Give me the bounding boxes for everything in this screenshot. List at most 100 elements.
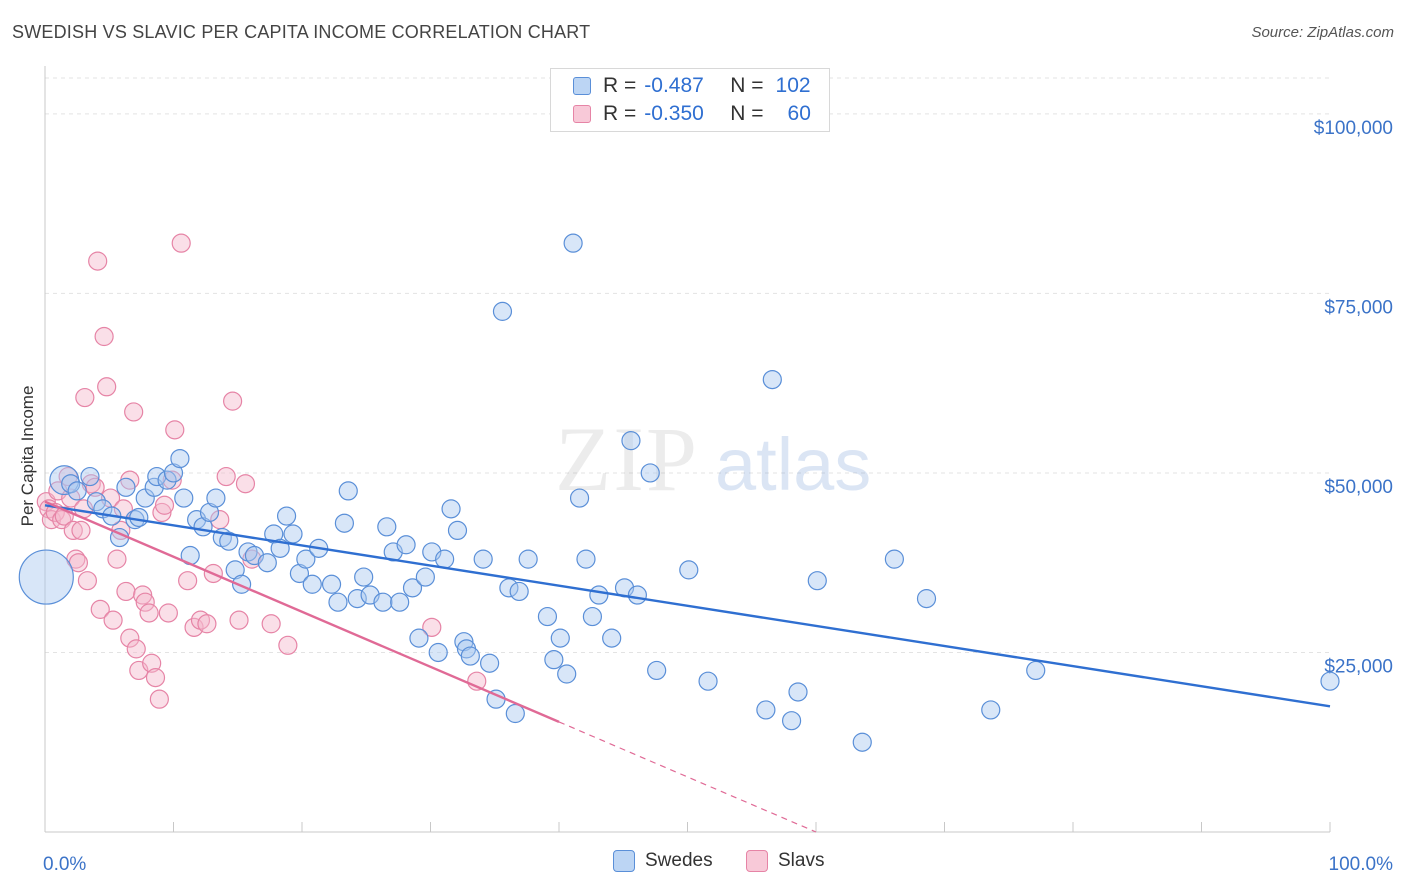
slavs-point xyxy=(197,614,217,634)
x-axis-tick-labels: 0.0% 100.0% xyxy=(43,854,1393,875)
chart-source: Source: ZipAtlas.com xyxy=(1251,24,1394,41)
legend-r-value: -0.350 xyxy=(644,102,704,125)
slavs-point xyxy=(154,495,175,515)
swedes-point xyxy=(884,549,904,569)
slavs-point xyxy=(135,592,155,612)
correlation-legend: R = -0.487 N = 102 R = -0.350 N = 60 xyxy=(550,68,830,132)
swedes-point xyxy=(61,474,81,494)
slavs-point xyxy=(90,599,110,619)
swedes-point xyxy=(347,589,367,609)
swedes-point xyxy=(302,574,322,594)
swedes-point xyxy=(441,499,461,519)
chart-title: SWEDISH VS SLAVIC PER CAPITA INCOME CORR… xyxy=(12,22,591,42)
legend-n-value: 102 xyxy=(775,74,811,97)
swedes-point xyxy=(454,632,474,652)
swedes-point xyxy=(129,507,149,528)
swedes-point xyxy=(415,567,435,587)
watermark-zip: ZIP xyxy=(555,408,699,510)
swedes-point xyxy=(569,488,590,508)
swedes-point xyxy=(86,492,107,512)
slavs-legend-label: Slavs xyxy=(778,850,825,871)
swedes-point xyxy=(505,703,525,724)
watermark: ZIP atlas xyxy=(555,408,871,510)
slavs-legend-swatch xyxy=(746,850,768,872)
trend-lines xyxy=(44,500,1331,833)
legend-n-value: 60 xyxy=(787,102,811,125)
slavs-trend-line xyxy=(44,500,560,723)
swedes-point xyxy=(762,370,782,390)
swedes-point xyxy=(338,481,358,501)
slavs-point xyxy=(149,689,169,709)
x-tick-label-min: 0.0% xyxy=(43,854,86,875)
y-axis-label: Per Capita Income xyxy=(18,386,37,527)
swedes-point xyxy=(377,517,397,537)
slavs-point xyxy=(184,617,204,637)
legend-r-label: R = xyxy=(603,74,637,97)
swedes-point xyxy=(170,448,190,469)
swedes-point xyxy=(576,549,596,569)
swedes-point xyxy=(296,549,316,569)
swedes-point xyxy=(199,502,220,523)
slavs-point xyxy=(223,391,243,411)
swedes-point xyxy=(640,463,660,483)
slavs-point xyxy=(126,639,146,659)
slavs-point xyxy=(145,668,166,688)
legend-r-label: R = xyxy=(603,102,637,125)
swedes-point xyxy=(1026,660,1046,681)
swedes-point xyxy=(544,650,564,670)
slavs-swatch xyxy=(573,105,591,123)
swedes-point xyxy=(916,589,937,609)
swedes-point xyxy=(163,463,184,483)
x-tick-label-max: 100.0% xyxy=(1329,854,1394,875)
swedes-point xyxy=(781,711,802,731)
swedes-point xyxy=(589,585,609,605)
y-axis-tick-labels: $25,000 $50,000 $75,000 $100,000 xyxy=(1314,118,1393,678)
slavs-point xyxy=(116,581,136,602)
slavs-point xyxy=(77,571,98,591)
swedes-trend-line xyxy=(44,504,1331,708)
y-tick-label: $50,000 xyxy=(1324,477,1393,498)
slavs-point xyxy=(171,233,191,253)
swedes-point xyxy=(354,567,374,587)
swedes-point xyxy=(428,642,448,663)
slavs-point xyxy=(61,488,81,508)
y-tick-label: $25,000 xyxy=(1324,656,1393,677)
swedes-point xyxy=(756,700,776,720)
swedes-point xyxy=(219,531,239,551)
swedes-swatch xyxy=(573,77,591,95)
swedes-point xyxy=(550,628,570,648)
swedes-point xyxy=(698,671,718,691)
swedes-point xyxy=(807,571,827,591)
swedes-point xyxy=(257,553,277,573)
slavs-point xyxy=(107,549,127,569)
bottom-legend-swedes: Swedes xyxy=(613,850,713,872)
swedes-point xyxy=(435,549,455,569)
swedes-point xyxy=(492,301,513,321)
swedes-point xyxy=(396,535,416,555)
swedes-points xyxy=(18,233,1340,752)
swedes-point xyxy=(518,549,538,569)
swedes-point xyxy=(276,506,297,526)
slavs-point xyxy=(229,610,249,630)
swedes-point xyxy=(225,560,245,580)
slavs-point xyxy=(158,603,178,623)
watermark-atlas: atlas xyxy=(715,423,871,506)
slavs-point xyxy=(178,571,198,591)
swedes-point xyxy=(373,592,393,612)
slavs-point xyxy=(63,520,83,541)
swedes-point xyxy=(206,488,226,508)
slavs-point xyxy=(216,466,236,487)
slavs-point xyxy=(162,470,182,490)
swedes-point xyxy=(557,664,577,684)
slavs-point xyxy=(422,617,442,637)
slavs-point xyxy=(278,635,298,655)
y-tick-label: $100,000 xyxy=(1314,118,1393,139)
slavs-point xyxy=(71,520,91,541)
slavs-point xyxy=(190,610,211,630)
swedes-point xyxy=(402,578,423,598)
slavs-point xyxy=(261,614,281,634)
slavs-point xyxy=(88,251,108,271)
swedes-point xyxy=(627,585,647,605)
swedes-point xyxy=(334,513,355,533)
